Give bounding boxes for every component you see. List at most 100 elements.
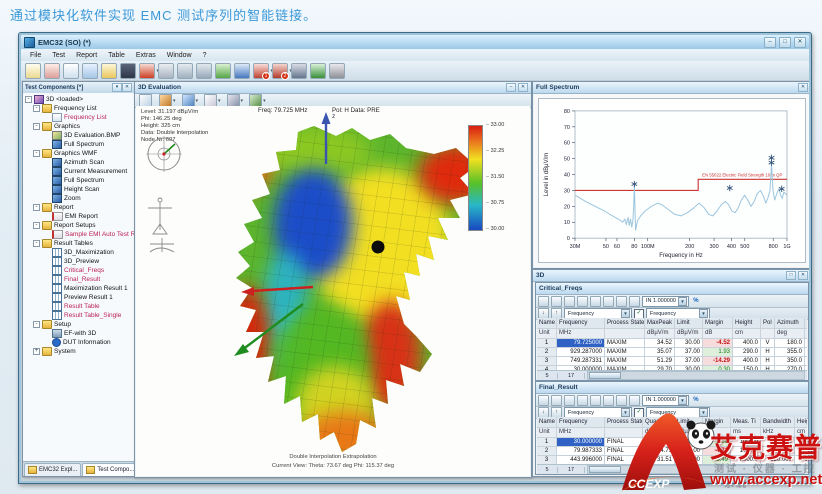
table-row[interactable]: 1 79.725000 MAXIM 34.52 30.00 -4.52 400.… [537, 339, 807, 348]
minimize-button[interactable]: – [764, 36, 776, 48]
frequency-cell[interactable]: 929.287000 [557, 348, 605, 357]
column-header[interactable]: Frequency [557, 417, 605, 428]
chevron-down-icon[interactable]: ▼ [699, 408, 708, 417]
column-header[interactable]: QuasiPeak [643, 417, 675, 428]
toolbar-icon[interactable] [158, 62, 174, 79]
toolbar-icon[interactable] [120, 62, 136, 79]
cut-icon[interactable] [564, 394, 575, 406]
column-header[interactable]: Limit [675, 318, 703, 329]
refresh-icon[interactable] [603, 295, 614, 307]
table-row[interactable]: 1 30.000000 FINAL 26.64 30.00 3.36 1000.… [537, 438, 807, 447]
tree-expander[interactable]: + [33, 348, 40, 355]
chevron-down-icon[interactable]: ▾ [270, 68, 273, 74]
filter-checkbox[interactable]: ✓ [634, 308, 644, 319]
tree-expander[interactable]: - [33, 222, 40, 229]
column-header[interactable]: MaxPeak [645, 318, 675, 329]
scrollbar-thumb[interactable] [589, 372, 621, 379]
row-number[interactable]: 2 [537, 447, 557, 456]
tree-item[interactable]: - Frequency List [23, 104, 134, 113]
tree-item[interactable]: 3D Evaluation.BMP [23, 131, 134, 140]
chevron-down-icon[interactable]: ▼ [699, 309, 708, 318]
chevron-down-icon[interactable]: ▼ [677, 296, 687, 306]
tree-item[interactable]: Final_Result [23, 275, 134, 284]
chevron-down-icon[interactable]: ▾ [289, 68, 292, 74]
chevron-down-icon[interactable]: ▾ [156, 68, 159, 74]
column-header[interactable]: Name [537, 318, 557, 329]
tree-item[interactable]: Result Table [23, 302, 134, 311]
tree-expander[interactable]: - [33, 204, 40, 211]
tab-emc32-explorer[interactable]: EMC32 Expl... [24, 463, 82, 476]
tree-item[interactable]: Sample EMI Auto Test Report [23, 230, 134, 239]
menu-item[interactable]: Extras [135, 51, 156, 59]
copy-icon[interactable] [577, 295, 588, 307]
chevron-down-icon[interactable]: ▾ [173, 97, 176, 104]
table-row[interactable]: 2 929.287000 MAXIM 35.07 37.00 1.93 290.… [537, 348, 807, 357]
tree-item[interactable]: EMI Report [23, 212, 134, 221]
toolbar-icon[interactable] [310, 62, 326, 79]
tree-expander[interactable]: - [33, 240, 40, 247]
table-row[interactable]: 3 749.287331 MAXIM 51.29 37.00 -14.29 40… [537, 357, 807, 366]
tree-item[interactable]: Frequency List [23, 113, 134, 122]
tree-item[interactable]: Full Spectrum [23, 140, 134, 149]
chevron-down-icon[interactable]: ▼ [621, 408, 630, 417]
toolbar-icon[interactable] [63, 62, 79, 79]
column-header[interactable]: Height [795, 417, 807, 428]
minimize-icon[interactable]: – [506, 83, 516, 92]
filter-checkbox[interactable]: ✓ [634, 407, 644, 418]
toolbar-icon[interactable] [215, 62, 231, 79]
row-number[interactable]: 2 [537, 348, 557, 357]
percent-icon[interactable]: % [693, 297, 699, 304]
row-number[interactable]: 4 [537, 366, 557, 371]
h-scrollbar[interactable] [587, 371, 805, 380]
menu-item[interactable]: ? [202, 51, 207, 59]
save-icon[interactable] [538, 295, 549, 307]
column-header[interactable]: Corr. [805, 318, 807, 329]
3d-canvas[interactable]: Level: 31.197 dBµV/m Phi: 146.25 deg Heigh… [136, 106, 530, 476]
menu-item[interactable]: Report [76, 51, 98, 59]
toolbar-icon[interactable] [291, 62, 307, 79]
tree-item[interactable]: Full Spectrum [23, 176, 134, 185]
tree-item[interactable]: Azimuth Scan [23, 158, 134, 167]
toolbar-icon[interactable] [196, 62, 212, 79]
column-header[interactable]: Azimuth [775, 318, 805, 329]
tree-item[interactable]: - Report Setups [23, 221, 134, 230]
row-number[interactable]: 1 [537, 339, 557, 348]
3d-tables-titlebar[interactable]: 3D □ ✕ [533, 270, 809, 282]
column-header[interactable]: Frequency [557, 318, 605, 329]
tree-item[interactable]: Current Measurement [23, 167, 134, 176]
tree-item[interactable]: - Result Tables [23, 239, 134, 248]
toolbar-icon[interactable]: 1▾ [253, 62, 273, 80]
table-row[interactable]: 2 79.987333 FINAL 34.71 30.00 -4.71 1000… [537, 447, 807, 456]
close-button[interactable]: ✕ [794, 36, 806, 48]
menu-item[interactable]: Test [52, 51, 66, 59]
chevron-down-icon[interactable]: ▾ [218, 97, 221, 104]
row-down-icon[interactable] [629, 394, 640, 406]
toolbar-icon[interactable] [25, 62, 41, 79]
tree-item[interactable]: Preview Result 1 [23, 293, 134, 302]
app-titlebar[interactable]: EMC32 (SO) (*) – □ ✕ [21, 35, 809, 49]
tree-item[interactable]: - Setup [23, 320, 134, 329]
print-icon[interactable] [551, 394, 562, 406]
maximize-button[interactable]: □ [779, 36, 791, 48]
tree-expander[interactable]: - [25, 96, 32, 103]
tree-item[interactable]: - Report [23, 203, 134, 212]
menu-item[interactable]: File [30, 51, 42, 59]
toolbar-icon[interactable]: ▾ [139, 62, 159, 79]
column-header[interactable]: Margin [703, 417, 731, 428]
scrollbar-thumb[interactable] [589, 466, 621, 473]
chevron-down-icon[interactable]: ▾ [240, 97, 244, 104]
tree-item[interactable]: 3D_Maximization [23, 248, 134, 257]
tree-item[interactable]: - Graphics [23, 122, 134, 131]
column-header[interactable]: Process State [605, 318, 645, 329]
toolbar-icon[interactable] [44, 62, 60, 79]
column-header[interactable]: Bandwidth [761, 417, 795, 428]
tree-item[interactable]: EF-with 3D [23, 329, 134, 338]
toolbar-icon[interactable] [101, 62, 117, 79]
frequency-cell[interactable]: 79.987333 [557, 447, 605, 456]
chevron-down-icon[interactable]: ▾ [195, 97, 199, 104]
row-number[interactable]: 3 [537, 357, 557, 366]
tree-expander[interactable]: - [33, 321, 40, 328]
final-result-titlebar[interactable]: Final_Result [536, 382, 808, 394]
close-icon[interactable]: ✕ [798, 83, 808, 92]
paste-icon[interactable] [590, 394, 601, 406]
